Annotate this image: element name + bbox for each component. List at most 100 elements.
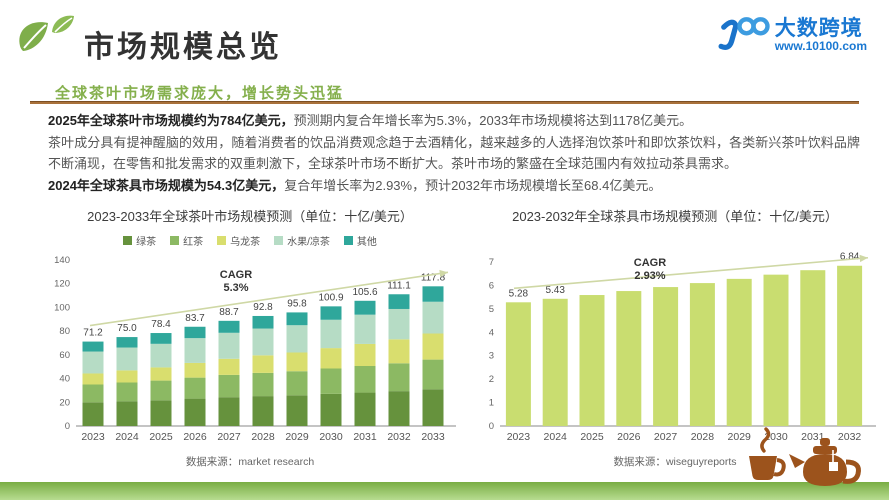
svg-text:2.93%: 2.93% [634, 270, 665, 282]
page-title: 市场规模总览 [84, 31, 282, 64]
svg-text:60: 60 [59, 350, 70, 361]
legend-item-1: 红茶 [170, 233, 203, 248]
svg-text:2032: 2032 [387, 431, 411, 443]
svg-text:100.9: 100.9 [318, 292, 343, 303]
svg-text:105.6: 105.6 [352, 287, 377, 298]
svg-text:2025: 2025 [149, 431, 173, 443]
brand-url-link[interactable]: www.10100.com [774, 38, 867, 53]
legend-item-3: 水果/凉茶 [274, 233, 330, 248]
intro-trend-text: 茶叶成分具有提神醒脑的效用，随着消费者的饮品消费观念趋于去酒精化，越来越多的人选… [48, 134, 860, 172]
tea-source-label: 数据来源： [185, 456, 239, 468]
teacup-icon [749, 427, 786, 480]
svg-text:1: 1 [489, 398, 494, 409]
tea-chart-title: 2023-2033年全球茶叶市场规模预测（单位：十亿/美元） [87, 209, 413, 224]
svg-text:140: 140 [54, 255, 70, 266]
svg-text:2031: 2031 [353, 431, 377, 443]
brand-name: 大数跨境 [774, 16, 863, 40]
teaware-decoration [741, 426, 871, 492]
intro-paragraph-tea: 2025年全球茶叶市场规模约为784亿美元，预测期内复合年增长率为5.3%，20… [48, 110, 860, 132]
svg-text:7: 7 [489, 257, 494, 268]
teaware-chart-source: 数据来源：wiseguyreports [470, 454, 880, 469]
svg-text:83.7: 83.7 [185, 313, 205, 324]
svg-text:2025: 2025 [580, 431, 604, 443]
svg-text:2023: 2023 [81, 431, 105, 443]
svg-text:2023: 2023 [507, 431, 531, 443]
svg-text:2024: 2024 [544, 431, 568, 443]
legend-swatch [217, 235, 227, 245]
teapot-icon [789, 438, 861, 486]
svg-text:6.84: 6.84 [840, 252, 860, 263]
intro-tea-rest: 预测期内复合年增长率为5.3%，2033年市场规模将达到1178亿美元。 [293, 113, 693, 128]
svg-text:3: 3 [489, 351, 494, 362]
svg-text:40: 40 [59, 374, 70, 385]
svg-text:0: 0 [65, 421, 70, 432]
intro-teaware-highlight: 2024年全球茶具市场规模为54.3亿美元， [48, 177, 285, 193]
legend-swatch [123, 235, 133, 245]
tea-chart-plot: 0 20 40 60 80 100 120 140 2023 71.2 2024 75.0 2025 78… [54, 255, 456, 443]
divider-line [30, 101, 859, 104]
teaware-source-value: wiseguyreports [665, 456, 737, 468]
intro-tea-highlight: 2025年全球茶叶市场规模约为784亿美元， [48, 113, 294, 128]
svg-text:5.3%: 5.3% [223, 282, 248, 294]
svg-text:2033: 2033 [421, 431, 445, 443]
svg-text:92.8: 92.8 [253, 302, 273, 313]
svg-text:4: 4 [489, 327, 494, 338]
legend-item-0: 绿茶 [123, 233, 156, 248]
leaf-icon [14, 12, 80, 68]
svg-text:CAGR: CAGR [634, 257, 666, 269]
legend-swatch [170, 235, 180, 245]
svg-text:88.7: 88.7 [219, 307, 239, 318]
svg-text:80: 80 [59, 326, 70, 337]
svg-text:2027: 2027 [654, 431, 678, 443]
svg-text:2028: 2028 [691, 431, 715, 443]
svg-text:2029: 2029 [285, 431, 309, 443]
svg-text:2029: 2029 [728, 431, 752, 443]
legend-item-2: 乌龙茶 [217, 233, 260, 248]
svg-text:2030: 2030 [319, 431, 343, 443]
svg-text:2024: 2024 [115, 431, 139, 443]
subtitle: 全球茶叶市场需求庞大，增长势头迅猛 [55, 85, 345, 102]
svg-text:2026: 2026 [183, 431, 207, 443]
legend-item-4: 其他 [343, 233, 377, 248]
svg-text:0: 0 [489, 421, 494, 432]
svg-text:5: 5 [489, 304, 494, 315]
footer-bar [0, 482, 889, 500]
svg-text:5.43: 5.43 [545, 285, 565, 296]
svg-text:95.8: 95.8 [287, 298, 307, 309]
tea-chart-source: 数据来源：market research [40, 454, 460, 469]
brand-logo: 大数跨境 www.10100.com [715, 14, 867, 56]
svg-text:120: 120 [54, 279, 70, 290]
tea-chart-legend: 绿茶 红茶 乌龙茶 水果/凉茶 其他 [40, 232, 460, 248]
brand-100-icon [718, 17, 770, 50]
legend-label: 其他 [356, 236, 377, 248]
svg-text:75.0: 75.0 [117, 323, 137, 334]
svg-text:117.8: 117.8 [421, 272, 446, 283]
svg-text:5.28: 5.28 [509, 288, 529, 299]
svg-text:2032: 2032 [838, 431, 862, 443]
svg-text:2027: 2027 [217, 431, 241, 443]
legend-label: 红茶 [183, 236, 204, 248]
svg-text:2: 2 [489, 374, 494, 385]
intro-paragraph-trend: 茶叶成分具有提神醒脑的效用，随着消费者的饮品消费观念趋于去酒精化，越来越多的人选… [48, 132, 860, 175]
teaware-chart-plot: 0 1 2 3 4 5 6 7 2023 5.28 2024 5.43 2025 2026 2027 2028… [489, 252, 876, 443]
svg-text:2031: 2031 [801, 431, 825, 443]
svg-text:100: 100 [54, 302, 70, 313]
teaware-market-chart: 2023-2032年全球茶具市场规模预测（单位：十亿/美元） 0 1 2 3 4 5 6 7 2… [470, 206, 880, 469]
tea-source-value: market research [238, 456, 315, 468]
svg-text:111.1: 111.1 [387, 280, 411, 291]
intro-paragraph-teaware: 2024年全球茶具市场规模为54.3亿美元，复合年增长率为2.93%，预计203… [48, 175, 860, 197]
legend-swatch [343, 235, 353, 245]
svg-text:2026: 2026 [617, 431, 641, 443]
svg-text:CAGR: CAGR [220, 269, 252, 281]
legend-label: 绿茶 [136, 236, 157, 248]
svg-text:71.2: 71.2 [83, 328, 103, 339]
teaware-source-label: 数据来源： [613, 456, 666, 468]
legend-swatch [274, 235, 284, 245]
svg-text:6: 6 [489, 280, 494, 291]
tea-market-chart: 2023-2033年全球茶叶市场规模预测（单位：十亿/美元） 绿茶 红茶 乌龙茶 水果… [40, 206, 460, 469]
legend-label: 乌龙茶 [230, 236, 261, 248]
intro-text: 2025年全球茶叶市场规模约为784亿美元，预测期内复合年增长率为5.3%，20… [48, 110, 860, 196]
svg-text:20: 20 [59, 397, 70, 408]
legend-label: 水果/凉茶 [287, 236, 330, 248]
